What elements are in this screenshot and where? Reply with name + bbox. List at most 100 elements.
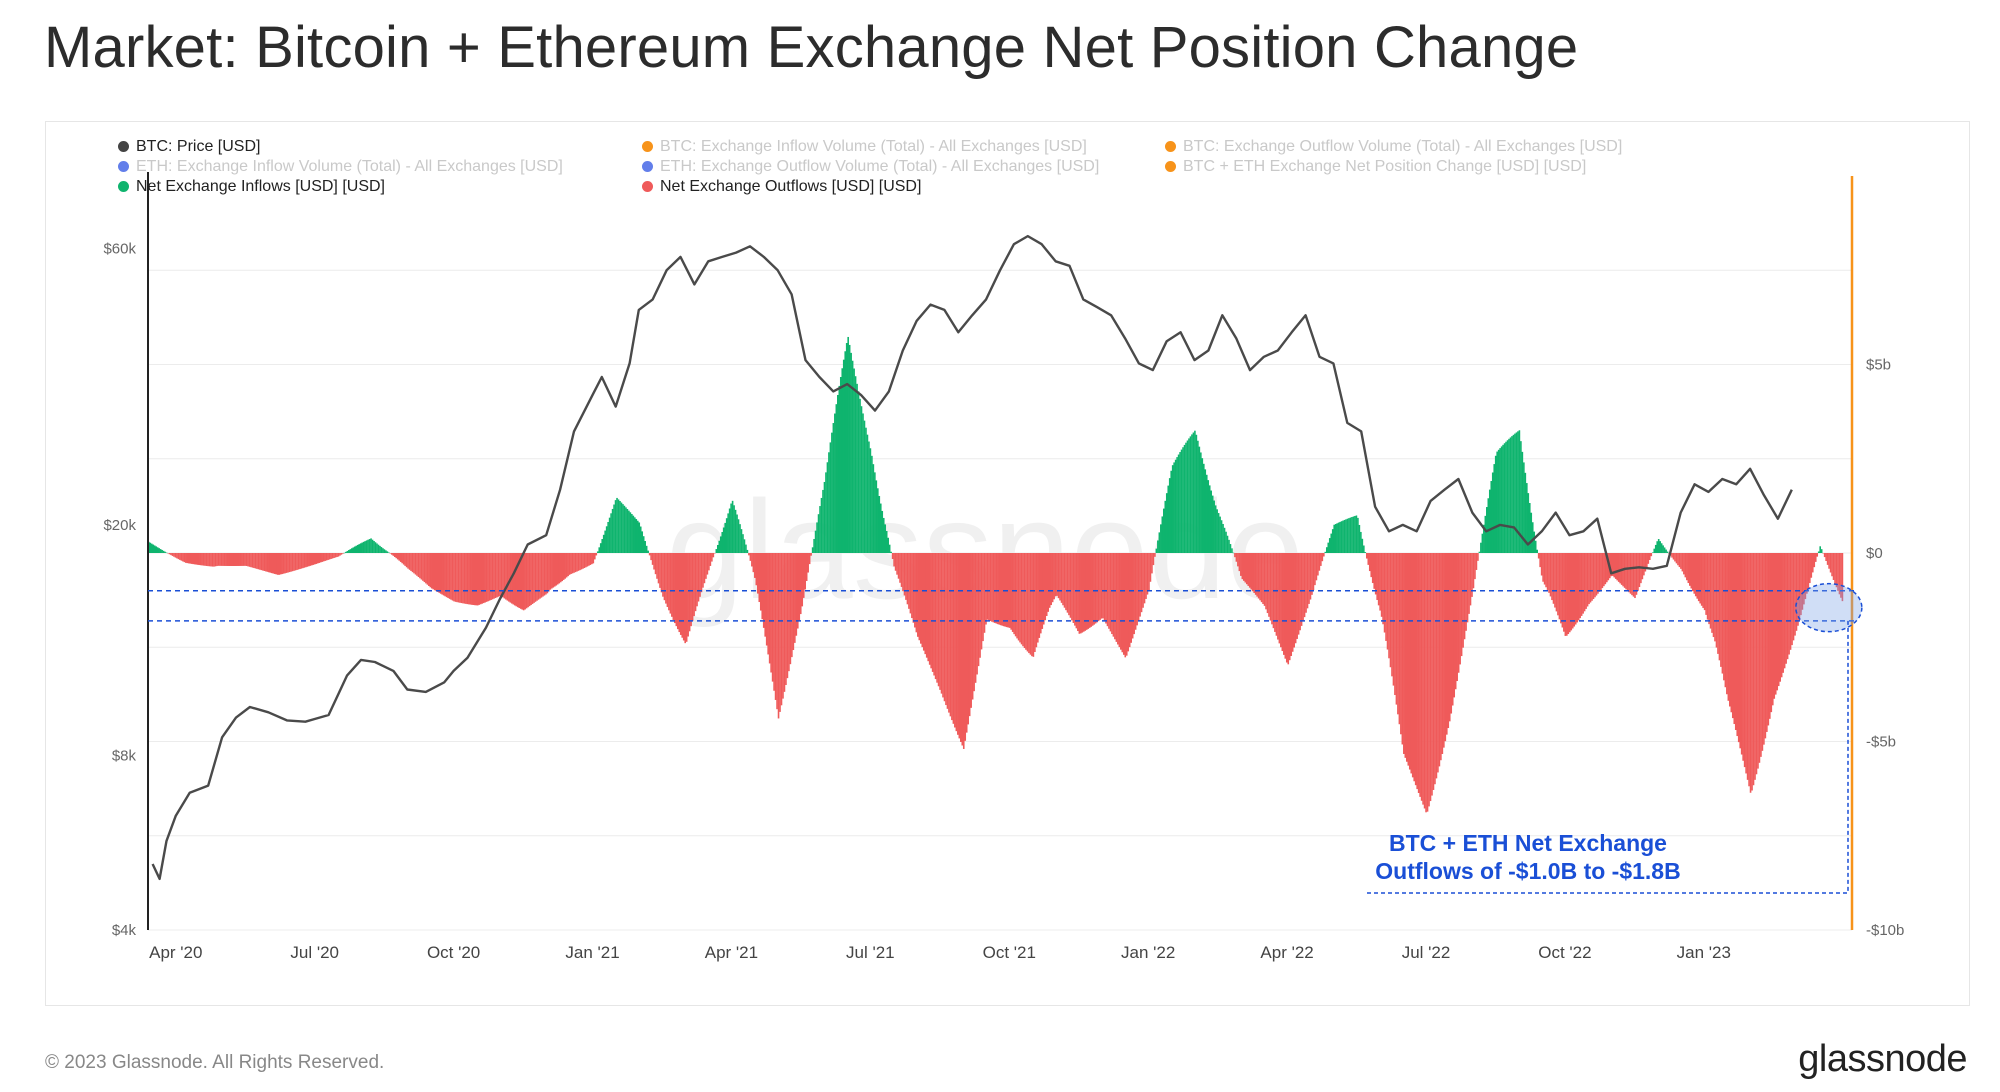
legend-item-eth-outflow[interactable]: ETH: Exchange Outflow Volume (Total) - A… xyxy=(642,158,1099,176)
outflow-bar xyxy=(1425,553,1427,813)
outflow-bar xyxy=(202,553,205,566)
outflow-bar xyxy=(1237,553,1239,567)
outflow-bar xyxy=(1266,553,1269,614)
outflow-bar xyxy=(1094,553,1097,624)
outflow-bar xyxy=(251,553,254,568)
inflow-bar xyxy=(1197,440,1199,553)
outflow-bar xyxy=(1448,553,1451,722)
legend-item-eth-inflow[interactable]: ETH: Exchange Inflow Volume (Total) - Al… xyxy=(118,158,563,176)
inflow-bar xyxy=(733,505,735,553)
outflow-bar xyxy=(545,553,547,595)
outflow-bar xyxy=(534,553,537,602)
outflow-bar xyxy=(392,553,395,556)
outflow-bar xyxy=(906,553,909,605)
outflow-bar xyxy=(573,553,575,573)
outflow-bar xyxy=(1411,553,1414,778)
outflow-bar xyxy=(1265,553,1267,610)
inflow-bar xyxy=(1324,551,1327,553)
outflow-bar xyxy=(1681,553,1684,572)
outflow-bar xyxy=(894,553,897,571)
inflow-bar xyxy=(1155,548,1158,553)
outflow-bar xyxy=(810,553,812,556)
inflow-bar xyxy=(856,383,858,553)
inflow-bar xyxy=(1509,437,1512,553)
outflow-bar xyxy=(1840,553,1842,598)
outflow-bar xyxy=(1080,553,1082,634)
outflow-bar xyxy=(308,553,310,567)
outflow-bar xyxy=(917,553,919,637)
outflow-bar xyxy=(1563,553,1565,632)
outflow-bar xyxy=(1121,553,1124,653)
outflow-bar xyxy=(1434,553,1436,785)
outflow-bar xyxy=(1760,553,1762,757)
outflow-bar xyxy=(893,553,895,567)
outflow-bar xyxy=(1591,553,1593,601)
legend-item-btc-outflow[interactable]: BTC: Exchange Outflow Volume (Total) - A… xyxy=(1165,138,1622,156)
outflow-bar xyxy=(918,553,921,641)
outflow-bar xyxy=(199,553,202,566)
outflow-bar xyxy=(285,553,288,573)
outflow-bar xyxy=(663,553,666,601)
inflow-bar xyxy=(1517,431,1519,553)
outflow-bar xyxy=(752,553,755,573)
outflow-bar xyxy=(300,553,303,569)
outflow-bar xyxy=(1297,553,1300,635)
outflow-bar xyxy=(1684,553,1687,578)
inflow-bar xyxy=(715,549,718,553)
outflow-bar xyxy=(313,553,316,565)
y-right-tick-label: -$10b xyxy=(1866,922,1904,939)
outflow-bar xyxy=(183,553,186,563)
outflow-bar xyxy=(1062,553,1064,606)
outflow-bar xyxy=(1391,553,1393,677)
outflow-bar xyxy=(909,553,912,614)
outflow-bar xyxy=(905,553,907,600)
legend-item-net-inflows[interactable]: Net Exchange Inflows [USD] [USD] xyxy=(118,178,385,196)
outflow-bar xyxy=(654,553,657,575)
outflow-bar xyxy=(1631,553,1633,596)
inflow-bar xyxy=(730,503,732,553)
inflow-bar xyxy=(605,526,608,553)
outflow-bar xyxy=(795,553,798,636)
inflow-bar xyxy=(1213,500,1215,553)
outflow-bar xyxy=(269,553,272,573)
outflow-bar xyxy=(1763,553,1765,745)
inflow-bar xyxy=(1496,451,1498,553)
inflow-bar xyxy=(617,499,620,553)
outflow-bar xyxy=(1794,553,1796,636)
outflow-bar xyxy=(1066,553,1069,613)
outflow-bar xyxy=(1410,553,1413,774)
inflow-bar xyxy=(879,503,882,553)
outflow-bar xyxy=(1474,553,1476,580)
outflow-bar xyxy=(1677,553,1679,566)
outflow-bar xyxy=(478,553,481,605)
legend-label: BTC: Exchange Inflow Volume (Total) - Al… xyxy=(660,138,1087,155)
inflow-bar xyxy=(153,545,156,553)
legend-item-btc-inflow[interactable]: BTC: Exchange Inflow Volume (Total) - Al… xyxy=(642,138,1087,156)
outflow-bar xyxy=(275,553,278,575)
inflow-bar xyxy=(386,551,389,553)
outflow-bar xyxy=(1592,553,1595,600)
legend-label: Net Exchange Inflows [USD] [USD] xyxy=(136,178,385,195)
legend-item-net-outflows[interactable]: Net Exchange Outflows [USD] [USD] xyxy=(642,178,921,196)
legend-item-btc-price[interactable]: BTC: Price [USD] xyxy=(118,138,260,156)
outflow-bar xyxy=(513,553,516,606)
outflow-bar xyxy=(1699,553,1701,604)
outflow-bar xyxy=(306,553,309,567)
legend-label: BTC: Exchange Outflow Volume (Total) - A… xyxy=(1183,138,1623,155)
outflow-bar xyxy=(1447,553,1450,729)
outflow-bar xyxy=(1053,553,1055,600)
outflow-bar xyxy=(582,553,584,569)
outflow-bar xyxy=(268,553,270,573)
inflow-bar xyxy=(875,480,878,553)
inflow-bar xyxy=(1487,498,1490,553)
outflow-bar xyxy=(1373,553,1375,589)
outflow-bar xyxy=(1117,553,1119,645)
inflow-bar xyxy=(1488,489,1491,553)
outflow-bar xyxy=(980,553,983,650)
outflow-bar xyxy=(488,553,491,601)
outflow-bar xyxy=(1803,553,1805,605)
legend-item-net-position[interactable]: BTC + ETH Exchange Net Position Change [… xyxy=(1165,158,1586,176)
outflow-bar xyxy=(1783,553,1786,669)
outflow-bar xyxy=(515,553,518,607)
inflow-bar xyxy=(835,404,838,553)
